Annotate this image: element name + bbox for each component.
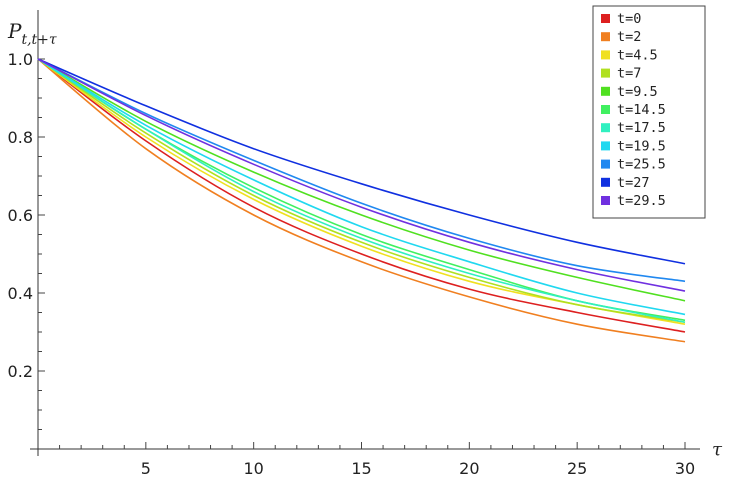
legend-swatch-9 <box>601 177 610 187</box>
legend-swatch-0 <box>601 14 610 23</box>
legend-label-8: t=25.5 <box>617 157 666 173</box>
legend-swatch-3 <box>601 68 610 78</box>
series-line-8 <box>37 58 686 283</box>
legend-label-5: t=14.5 <box>617 102 666 118</box>
legend-label-0: t=0 <box>617 11 641 27</box>
legend-label-3: t=7 <box>617 66 641 82</box>
x-axis-label: τ <box>712 439 723 460</box>
legend-label-6: t=17.5 <box>617 120 666 136</box>
legend-label-9: t=27 <box>617 175 650 191</box>
legend: t=0 t=2 t=4.5 t=7 t=9.5 t=14.5 t=17.5 t=19.5 t=2… <box>592 5 706 219</box>
y-axis-label: Pt,t+τ <box>7 19 57 48</box>
x-tick-label: 5 <box>141 459 151 478</box>
y-tick-label: 1.0 <box>8 50 33 69</box>
x-tick-label: 30 <box>675 459 695 478</box>
legend-label-4: t=9.5 <box>617 84 658 100</box>
y-axis-ticks: 0.2 0.4 0.6 0.8 1.0 <box>8 39 45 430</box>
series-line-4 <box>37 58 686 302</box>
x-tick-label: 25 <box>567 459 587 478</box>
series-line-5 <box>37 58 686 322</box>
legend-label-2: t=4.5 <box>617 47 658 63</box>
series-line-3 <box>37 58 686 324</box>
y-tick-label: 0.4 <box>8 284 33 303</box>
x-tick-label: 20 <box>459 459 479 478</box>
series-line-2 <box>37 58 686 325</box>
x-tick-label: 15 <box>351 459 371 478</box>
legend-swatch-10 <box>601 196 610 205</box>
legend-swatch-7 <box>601 141 610 151</box>
series-line-6 <box>37 58 686 324</box>
legend-swatch-5 <box>601 105 610 114</box>
legend-swatch-6 <box>601 123 610 133</box>
x-axis-ticks: 5 10 15 20 25 30 <box>59 442 695 478</box>
legend-swatch-2 <box>601 50 610 60</box>
y-tick-label: 0.8 <box>8 128 33 147</box>
series-lines <box>37 58 686 343</box>
y-tick-label: 0.6 <box>8 206 33 225</box>
legend-swatch-8 <box>601 159 610 169</box>
legend-label-10: t=29.5 <box>617 193 666 209</box>
axes <box>30 10 700 456</box>
y-tick-label: 0.2 <box>8 362 33 381</box>
legend-swatch-4 <box>601 86 610 96</box>
series-line-10 <box>37 58 686 292</box>
series-line-7 <box>37 58 686 316</box>
legend-box <box>592 5 706 219</box>
legend-label-7: t=19.5 <box>617 138 666 154</box>
x-tick-label: 10 <box>243 459 263 478</box>
legend-label-1: t=2 <box>617 29 641 45</box>
series-line-9 <box>37 58 686 265</box>
legend-swatch-1 <box>601 32 610 42</box>
series-line-1 <box>37 58 686 343</box>
series-line-0 <box>37 58 686 333</box>
legend-items: t=0 t=2 t=4.5 t=7 t=9.5 t=14.5 t=17.5 t=19.5 t=2… <box>601 11 666 209</box>
